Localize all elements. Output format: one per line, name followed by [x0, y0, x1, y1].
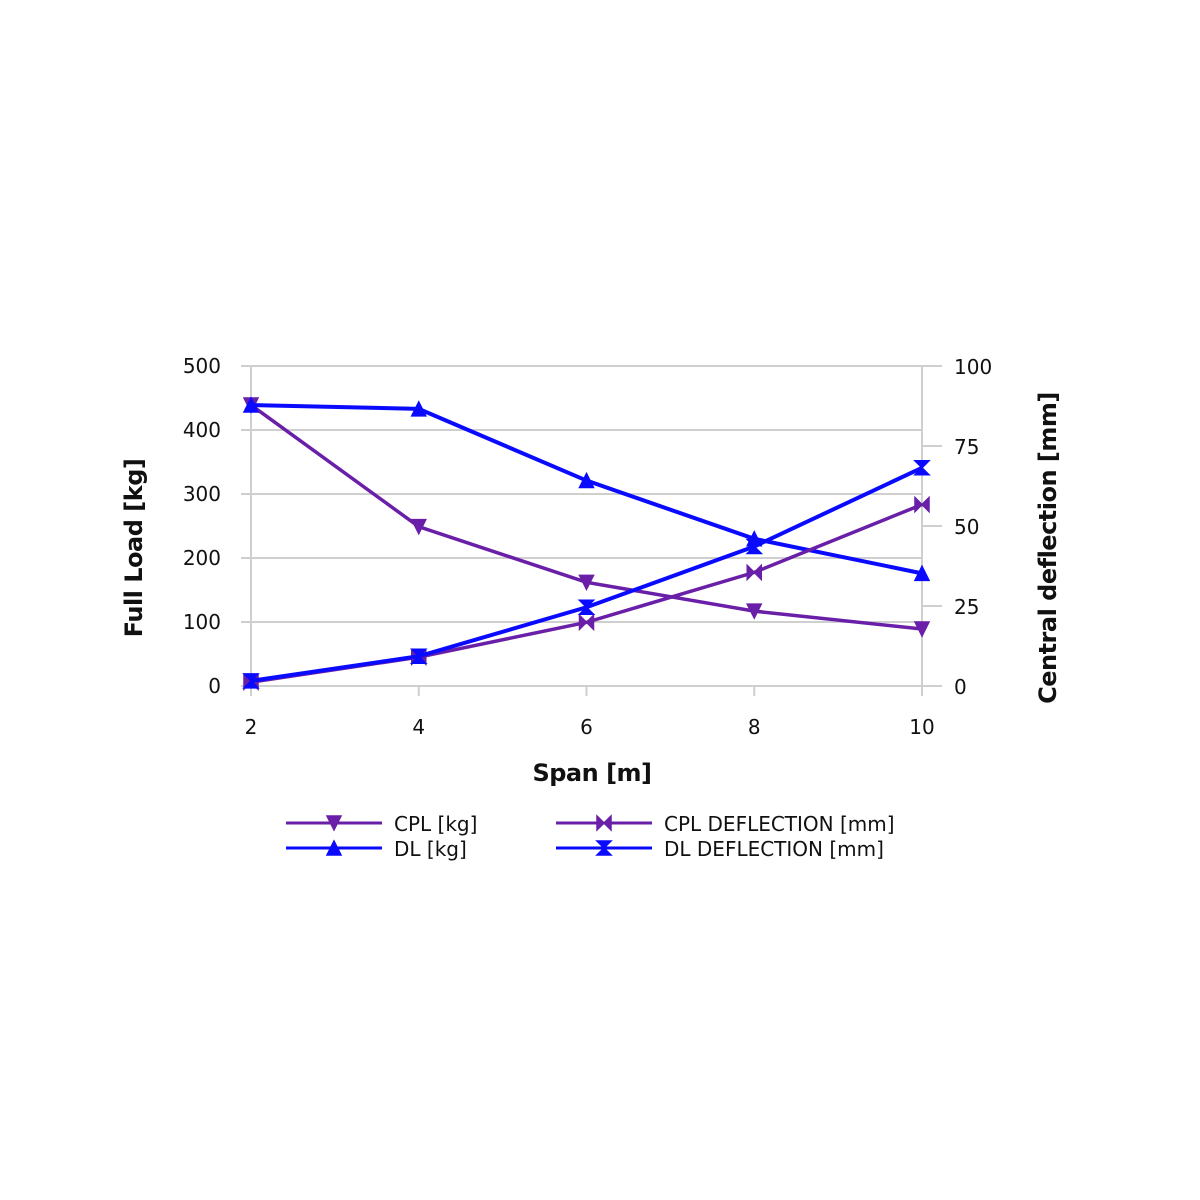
y2-axis-label: Central deflection [mm]	[1034, 392, 1062, 704]
hourglass-marker	[913, 460, 931, 476]
bowtie-marker	[746, 563, 762, 582]
triangle-down-marker	[410, 518, 427, 536]
triangle-up-marker	[242, 396, 260, 413]
hourglass-marker	[242, 673, 260, 689]
triangle-up-marker	[410, 400, 427, 417]
legend-label: DL [kg]	[394, 837, 467, 861]
y-axis-label: Full Load [kg]	[120, 459, 148, 638]
triangle-down-marker	[746, 603, 763, 620]
y2-tick-label: 75	[954, 435, 979, 459]
x-tick-label: 6	[580, 715, 593, 739]
triangle-up-marker	[578, 471, 595, 489]
legend: CPL [kg]DL [kg] CPL DEFLECTION [mm]DL DEF…	[286, 812, 895, 861]
triangle-up-marker	[913, 564, 931, 582]
hourglass-marker	[409, 648, 428, 664]
x-tick-label: 4	[412, 715, 425, 739]
legend-label: CPL DEFLECTION [mm]	[664, 812, 895, 836]
x-axis-label: Span [m]	[532, 759, 651, 787]
y-tick-label: 500	[183, 354, 221, 378]
grid	[241, 365, 942, 696]
y2-tick-label: 25	[954, 595, 979, 619]
x-tick-label: 2	[245, 715, 258, 739]
bowtie-marker	[596, 814, 612, 832]
x-tick-label: 10	[909, 715, 934, 739]
triangle-up-marker	[325, 839, 343, 856]
triangle-down-marker	[913, 621, 931, 638]
legend-label: DL DEFLECTION [mm]	[664, 837, 884, 861]
triangle-down-marker	[578, 574, 595, 591]
series-group	[242, 396, 931, 691]
hourglass-marker	[595, 840, 613, 856]
triangle-down-marker	[325, 815, 343, 832]
y-tick-label: 300	[183, 482, 221, 506]
legend-label: CPL [kg]	[394, 812, 477, 836]
ticks: 0 100 200 300 400 500 0 25 50 75 100 2 4 6 8 10	[183, 354, 992, 739]
series-line	[250, 502, 923, 684]
y2-tick-label: 0	[954, 675, 967, 699]
y2-tick-label: 50	[954, 515, 979, 539]
hourglass-marker	[577, 599, 596, 616]
hourglass-marker	[745, 538, 764, 555]
bowtie-marker	[578, 613, 595, 632]
y-tick-label: 400	[183, 418, 221, 442]
y2-tick-label: 100	[954, 355, 992, 379]
y-tick-label: 200	[183, 546, 221, 570]
series-line	[250, 465, 923, 683]
x-tick-label: 8	[748, 715, 761, 739]
y-tick-label: 100	[183, 610, 221, 634]
y-tick-label: 0	[208, 674, 221, 698]
bowtie-marker	[914, 495, 930, 514]
